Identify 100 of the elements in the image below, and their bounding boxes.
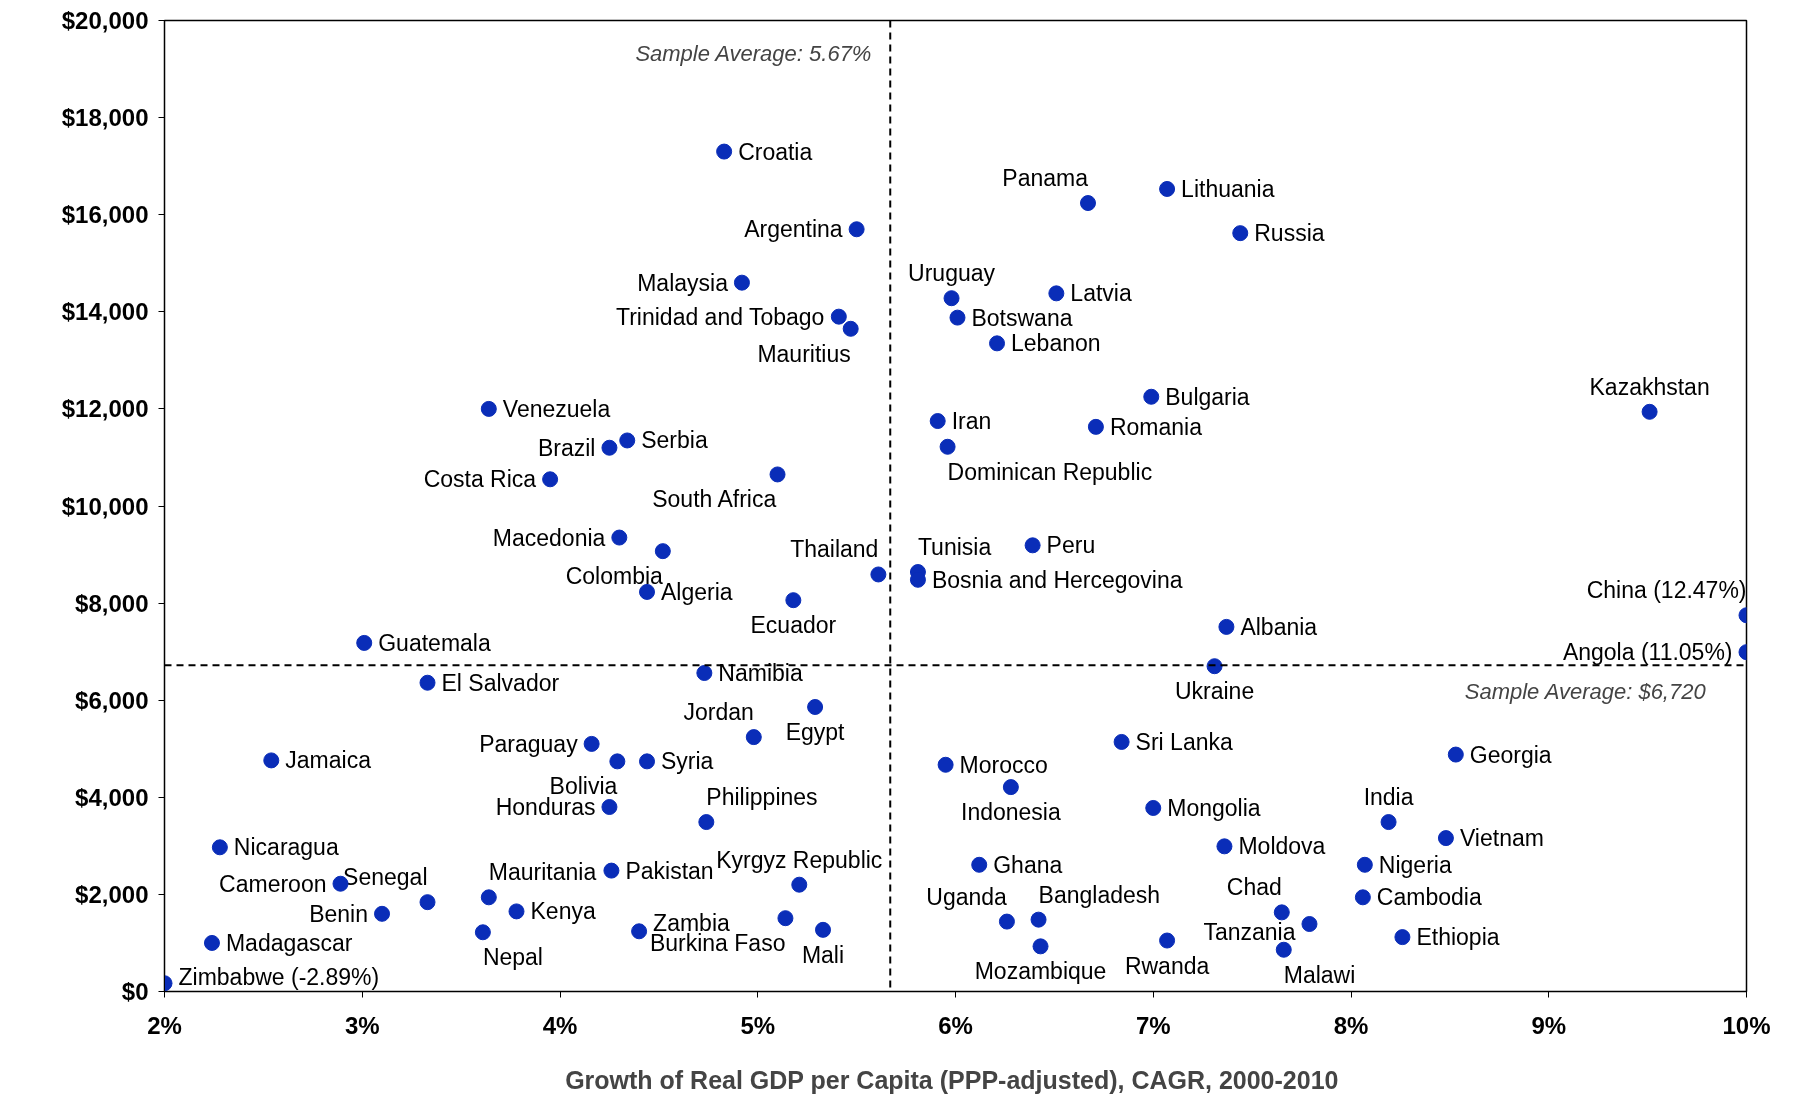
series-label: Ghana <box>993 851 1063 878</box>
series-label: Pakistan <box>625 857 714 884</box>
series-label: Lithuania <box>1181 175 1275 202</box>
x-tick-label: 2% <box>147 1011 182 1039</box>
point <box>807 699 824 715</box>
point <box>939 438 956 455</box>
point <box>1447 746 1464 763</box>
point <box>870 566 887 583</box>
point <box>631 923 648 940</box>
series-label: Iran <box>951 408 992 435</box>
series-label: Bulgaria <box>1165 383 1250 410</box>
point <box>777 910 794 927</box>
point <box>211 839 228 856</box>
x-tick-label: 7% <box>1135 1011 1171 1039</box>
point <box>696 665 713 681</box>
x-tick-label: 6% <box>938 1011 973 1039</box>
point <box>1273 904 1290 921</box>
series-label: Mauritania <box>488 859 597 886</box>
point <box>1380 814 1397 831</box>
x-tick-label: 3% <box>344 1011 380 1039</box>
series-label: Brazil <box>537 434 596 461</box>
series-label: Bosnia and Hercegovina <box>931 566 1183 593</box>
series-label: Egypt <box>785 719 846 745</box>
y-tick-label: $4,000 <box>75 783 149 811</box>
series-label: Georgia <box>1469 741 1552 768</box>
point <box>733 274 750 291</box>
point <box>654 543 671 560</box>
point <box>1206 658 1223 675</box>
point <box>716 143 733 160</box>
x-tick-label: 9% <box>1531 1011 1567 1039</box>
point <box>1032 938 1049 955</box>
point <box>842 320 859 337</box>
point <box>1048 285 1065 302</box>
y-tick-label: $14,000 <box>61 298 149 326</box>
series-label: Senegal <box>343 864 428 891</box>
point <box>1079 195 1096 212</box>
series-label: Angola (11.05%) <box>1562 639 1733 666</box>
x-tick-label: 8% <box>1333 1011 1369 1039</box>
point <box>949 309 966 326</box>
point <box>1143 388 1160 405</box>
point <box>480 400 497 417</box>
series-label: Lebanon <box>1011 330 1101 357</box>
series-label: Ethiopia <box>1416 924 1500 951</box>
series-label: Kenya <box>530 898 596 925</box>
series-label: Mozambique <box>974 958 1107 985</box>
series-label: Guatemala <box>378 629 491 656</box>
point <box>1087 418 1104 435</box>
point <box>998 913 1015 930</box>
point <box>583 735 600 752</box>
point <box>1216 838 1233 855</box>
y-tick-label: $2,000 <box>75 880 149 908</box>
point <box>1394 929 1411 946</box>
series-label: Peru <box>1046 532 1096 559</box>
series-label: Zimbabwe (-2.89%) <box>178 964 380 991</box>
series-label: Cambodia <box>1376 884 1482 911</box>
point <box>601 799 618 815</box>
series-label: Sri Lanka <box>1135 728 1233 755</box>
series-label: Morocco <box>959 751 1048 778</box>
point <box>356 634 373 651</box>
series-label: Vietnam <box>1459 825 1544 852</box>
point <box>1159 932 1176 949</box>
point <box>1437 830 1454 847</box>
series-label: China (12.47%) <box>1586 577 1747 604</box>
point <box>480 889 497 906</box>
series-label: Nigeria <box>1378 851 1452 878</box>
point <box>1145 800 1162 816</box>
point <box>769 466 786 483</box>
series-label: Jordan <box>683 699 754 726</box>
point <box>785 592 802 609</box>
series-label: Malaysia <box>637 269 729 296</box>
series-label: Namibia <box>718 660 803 687</box>
point <box>1354 889 1371 906</box>
point <box>943 290 960 307</box>
point <box>1113 733 1130 750</box>
y-tick-label: $12,000 <box>61 395 149 423</box>
series-label: Nepal <box>482 944 543 971</box>
point <box>611 529 628 546</box>
series-label: Dominican Republic <box>947 458 1153 485</box>
series-label: South Africa <box>652 486 777 513</box>
series-label: Jamaica <box>285 747 372 774</box>
x-tick-label: 4% <box>542 1011 578 1039</box>
point <box>929 413 946 430</box>
series-label: Kazakhstan <box>1589 373 1710 400</box>
series-label: Ukraine <box>1174 678 1255 705</box>
point <box>263 752 280 769</box>
point <box>542 471 559 488</box>
series-label: Philippines <box>706 784 818 811</box>
series-label: Albania <box>1240 613 1318 640</box>
series-label: Romania <box>1109 413 1203 440</box>
ref-line-label: Sample Average: $6,720 <box>1464 679 1707 705</box>
point <box>419 894 436 911</box>
point <box>603 862 620 879</box>
x-axis-title: Growth of Real GDP per Capita (PPP-adjusted), CAGR, 2000-2010 <box>565 1065 1339 1094</box>
point <box>609 753 626 770</box>
point <box>474 924 491 941</box>
point <box>1232 225 1249 242</box>
point <box>601 439 618 456</box>
series-label: Bangladesh <box>1038 881 1161 908</box>
series-label: Panama <box>1002 165 1089 192</box>
point <box>745 729 762 746</box>
